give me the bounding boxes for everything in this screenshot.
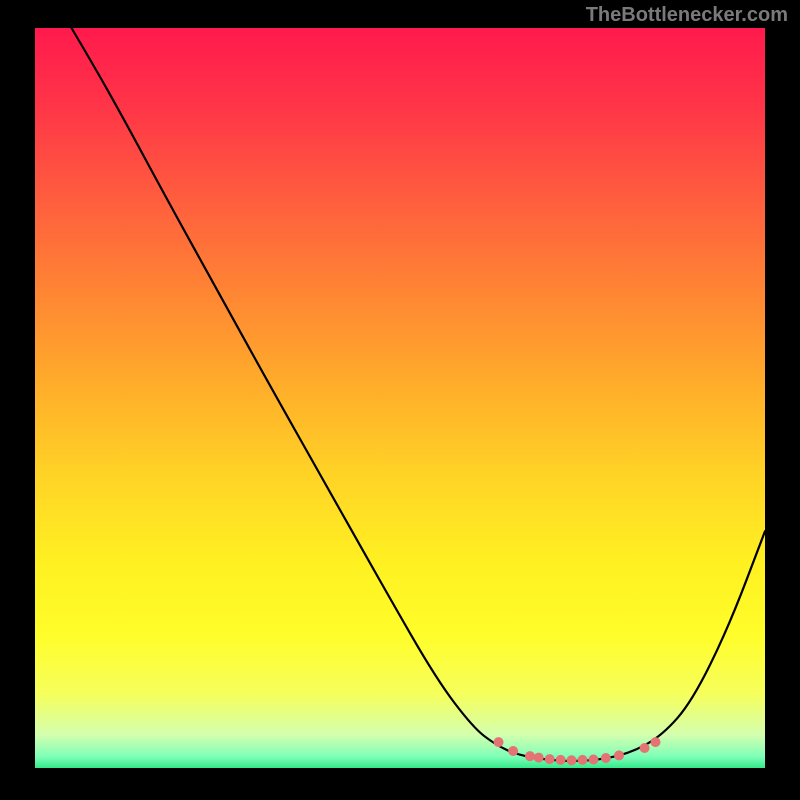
chart-container xyxy=(0,0,800,800)
marker-point xyxy=(614,750,624,760)
marker-point xyxy=(578,755,588,765)
marker-point xyxy=(525,751,535,761)
plot-background xyxy=(35,28,765,768)
marker-point xyxy=(545,754,555,764)
marker-point xyxy=(588,754,598,764)
marker-point xyxy=(508,746,518,756)
chart-svg xyxy=(0,0,800,800)
marker-point xyxy=(494,737,504,747)
marker-point xyxy=(556,755,566,765)
marker-point xyxy=(640,743,650,753)
marker-point xyxy=(601,753,611,763)
marker-point xyxy=(651,737,661,747)
marker-point xyxy=(534,753,544,763)
watermark-text: TheBottlenecker.com xyxy=(586,4,788,27)
marker-point xyxy=(567,755,577,765)
